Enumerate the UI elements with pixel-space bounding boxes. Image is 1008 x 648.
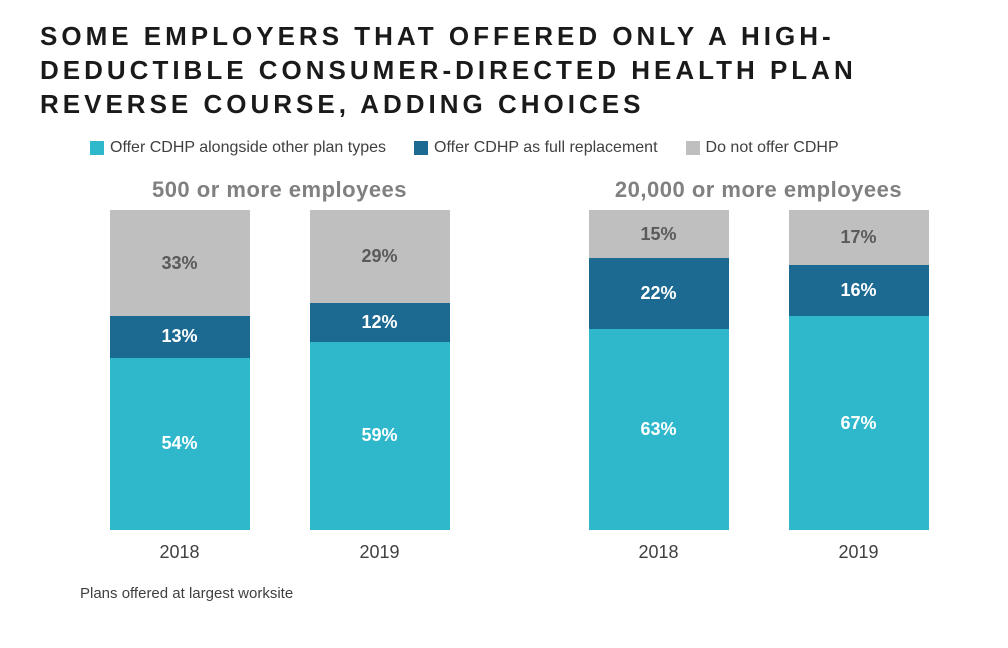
chart-panel: 20,000 or more employees 63% 22% 15% 2018 67%… <box>549 177 968 563</box>
bars-area: 54% 13% 33% 2018 59% 12% 29% 2019 <box>70 223 489 563</box>
legend-item: Offer CDHP alongside other plan types <box>90 139 386 157</box>
bar-segment: 16% <box>789 265 929 316</box>
legend: Offer CDHP alongside other plan types Off… <box>40 139 968 157</box>
x-axis-label: 2018 <box>638 542 678 563</box>
segment-value: 63% <box>640 419 676 440</box>
legend-item: Do not offer CDHP <box>686 139 839 157</box>
bar-segment: 13% <box>110 316 250 358</box>
panel-title: 500 or more employees <box>70 177 489 203</box>
panel-title: 20,000 or more employees <box>549 177 968 203</box>
segment-value: 67% <box>840 413 876 434</box>
stacked-bar: 63% 22% 15% <box>589 210 729 530</box>
bar-segment: 12% <box>310 303 450 341</box>
bars-area: 63% 22% 15% 2018 67% 16% 17% 2019 <box>549 223 968 563</box>
stacked-bar: 59% 12% 29% <box>310 210 450 530</box>
bar-segment: 29% <box>310 210 450 303</box>
bar-segment: 63% <box>589 329 729 531</box>
legend-label: Offer CDHP alongside other plan types <box>110 139 386 157</box>
legend-swatch <box>686 141 700 155</box>
segment-value: 54% <box>161 433 197 454</box>
stacked-bar: 54% 13% 33% <box>110 210 250 530</box>
segment-value: 15% <box>640 224 676 245</box>
bar-segment: 67% <box>789 316 929 530</box>
segment-value: 13% <box>161 326 197 347</box>
legend-swatch <box>414 141 428 155</box>
bar-group: 67% 16% 17% 2019 <box>789 210 929 563</box>
bar-segment: 22% <box>589 258 729 328</box>
bar-group: 63% 22% 15% 2018 <box>589 210 729 563</box>
x-axis-label: 2018 <box>159 542 199 563</box>
bar-segment: 54% <box>110 358 250 531</box>
legend-label: Offer CDHP as full replacement <box>434 139 658 157</box>
segment-value: 17% <box>840 227 876 248</box>
x-axis-label: 2019 <box>359 542 399 563</box>
bar-group: 54% 13% 33% 2018 <box>110 210 250 563</box>
segment-value: 16% <box>840 280 876 301</box>
legend-swatch <box>90 141 104 155</box>
bar-segment: 15% <box>589 210 729 258</box>
bar-group: 59% 12% 29% 2019 <box>310 210 450 563</box>
chart-panel: 500 or more employees 54% 13% 33% 2018 59% 12%… <box>70 177 489 563</box>
stacked-bar: 67% 16% 17% <box>789 210 929 530</box>
legend-label: Do not offer CDHP <box>706 139 839 157</box>
bar-segment: 59% <box>310 342 450 531</box>
legend-item: Offer CDHP as full replacement <box>414 139 658 157</box>
charts-row: 500 or more employees 54% 13% 33% 2018 59% 12%… <box>40 177 968 563</box>
segment-value: 59% <box>361 425 397 446</box>
chart-title: SOME EMPLOYERS THAT OFFERED ONLY A HIGH-… <box>40 20 968 121</box>
segment-value: 22% <box>640 283 676 304</box>
bar-segment: 33% <box>110 210 250 316</box>
footnote: Plans offered at largest worksite <box>40 585 968 602</box>
segment-value: 33% <box>161 253 197 274</box>
segment-value: 12% <box>361 312 397 333</box>
segment-value: 29% <box>361 246 397 267</box>
bar-segment: 17% <box>789 210 929 264</box>
x-axis-label: 2019 <box>838 542 878 563</box>
